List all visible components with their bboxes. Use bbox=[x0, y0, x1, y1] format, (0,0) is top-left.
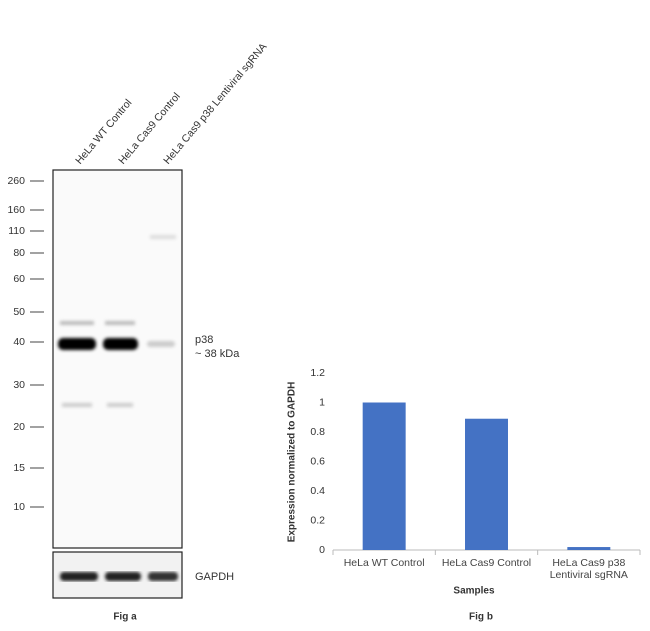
marker-label: 50 bbox=[13, 306, 25, 318]
marker-label: 10 bbox=[13, 501, 25, 513]
marker-label: 60 bbox=[13, 273, 25, 285]
marker-label: 30 bbox=[13, 379, 25, 391]
y-tick-label: 0.4 bbox=[310, 485, 325, 497]
marker-label: 110 bbox=[8, 225, 25, 237]
y-tick-label: 0.8 bbox=[310, 426, 325, 438]
y-tick-label: 0.6 bbox=[310, 455, 325, 467]
y-tick-label: 1 bbox=[319, 396, 325, 408]
y-tick-label: 0.2 bbox=[310, 514, 325, 526]
band-label: p38 bbox=[195, 334, 213, 346]
loading-control: GAPDH bbox=[195, 571, 234, 583]
x-tick-label: HeLa WT Control bbox=[343, 557, 425, 569]
marker-label: 15 bbox=[13, 462, 25, 474]
band-size: ~ 38 kDa bbox=[195, 348, 240, 360]
caption-b: Fig b bbox=[469, 612, 493, 623]
y-tick-label: 1.2 bbox=[310, 367, 325, 379]
marker-label: 20 bbox=[13, 421, 25, 433]
blot-bands bbox=[58, 235, 176, 407]
x-axis-label: Samples bbox=[453, 586, 495, 597]
gapdh-bands bbox=[60, 572, 178, 581]
marker-label: 260 bbox=[7, 175, 25, 187]
bar bbox=[567, 547, 611, 550]
x-tick-label: HeLa Cas9 p38 Lentiviral sgRNA bbox=[549, 557, 628, 581]
marker-label: 40 bbox=[13, 336, 25, 348]
y-tick-label: 0 bbox=[319, 544, 325, 556]
bar bbox=[465, 418, 508, 550]
blot-frame bbox=[52, 169, 183, 549]
caption-a: Fig a bbox=[113, 612, 137, 623]
marker-label: 160 bbox=[7, 204, 25, 216]
x-tick-label: HeLa Cas9 Control bbox=[441, 557, 532, 569]
y-axis-label: Expression normalized to GAPDH bbox=[287, 382, 298, 543]
bar bbox=[362, 402, 406, 550]
marker-label: 80 bbox=[13, 247, 25, 259]
